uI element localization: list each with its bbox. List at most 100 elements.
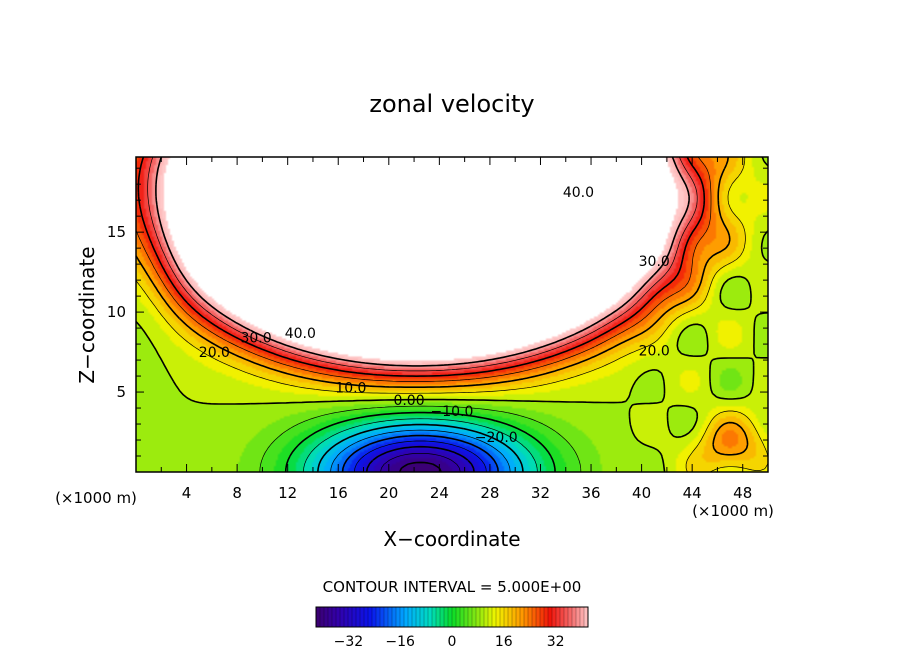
contour-label: 40.0: [563, 185, 594, 201]
colorbar-cell: [479, 606, 485, 628]
contour-label: 0.00: [393, 393, 424, 409]
contour-lines: [135, 156, 769, 473]
contour-line: [259, 405, 582, 473]
colorbar-cell: [339, 606, 345, 628]
colorbar-cell: [543, 606, 549, 628]
colorbar-cell: [367, 606, 373, 628]
contour-line: [354, 440, 487, 473]
colorbar-cell: [403, 606, 409, 628]
x-tick-label: 44: [683, 484, 702, 502]
colorbar-ticks: −32 −16 0 16 32: [334, 634, 565, 650]
colorbar-cell: [399, 606, 405, 628]
colorbar: −32 −16 0 16 32: [315, 606, 589, 650]
contour-line: [284, 411, 556, 473]
colorbar-cell: [319, 606, 325, 628]
colorbar-cell: [555, 606, 561, 628]
contour-labels: 40.0 30.0 40.0 30.0 20.0 20.0 10.0 0.00 −10.0−20…: [199, 185, 670, 446]
colorbar-cell: [503, 606, 509, 628]
colorbar-cell: [559, 606, 565, 628]
colorbar-cell: [531, 606, 537, 628]
contour-label: 10.0: [335, 380, 366, 396]
colorbar-cell: [475, 606, 481, 628]
colorbar-cell: [439, 606, 445, 628]
contour-line: [317, 423, 524, 473]
colorbar-cell: [379, 606, 385, 628]
colorbar-cell: [567, 606, 573, 628]
colorbar-cell: [527, 606, 533, 628]
x-tick-label: 8: [232, 484, 242, 502]
contour-label: 40.0: [285, 326, 316, 342]
colorbar-cell: [335, 606, 341, 628]
colorbar-cell: [483, 606, 489, 628]
colorbar-cell: [323, 606, 329, 628]
colorbar-cell: [411, 606, 417, 628]
colorbar-tick-label: 32: [547, 634, 565, 650]
contour-line: [147, 156, 698, 372]
contour-label: 20.0: [639, 343, 670, 359]
colorbar-cell: [363, 606, 369, 628]
x-axis-label: X−coordinate: [383, 527, 520, 551]
contour-label: 20.0: [199, 345, 230, 361]
contour-label: −20.0: [475, 430, 518, 446]
colorbar-cell: [515, 606, 521, 628]
colorbar-cell: [423, 606, 429, 628]
colorbar-cell: [415, 606, 421, 628]
colorbar-cell: [463, 606, 469, 628]
y-tick-label: 5: [116, 383, 126, 401]
colorbar-cell: [343, 606, 349, 628]
x-unit-right: (×1000 m): [692, 502, 774, 520]
contour-line: [365, 445, 475, 473]
colorbar-cell: [391, 606, 397, 628]
x-tick-label: 12: [278, 484, 297, 502]
colorbar-cell: [491, 606, 497, 628]
x-tick-label: 16: [329, 484, 348, 502]
contour-line: [135, 156, 769, 473]
y-axis-label: Z−coordinate: [75, 246, 99, 383]
colorbar-cell: [519, 606, 525, 628]
colorbar-cell: [547, 606, 553, 628]
chart-title: zonal velocity: [369, 90, 534, 118]
x-axis: 4 8 12 16 20 24 28 32 36 40 44 48: [160, 157, 752, 502]
colorbar-cell: [455, 606, 461, 628]
colorbar-cell: [347, 606, 353, 628]
colorbar-cell: [535, 606, 541, 628]
colorbar-cell: [431, 606, 437, 628]
colorbar-cell: [315, 606, 321, 628]
y-tick-label: 15: [107, 223, 126, 241]
contour-line: [135, 156, 749, 456]
contour-line: [398, 461, 442, 473]
heatmap-field: [136, 157, 768, 472]
colorbar-cell: [443, 606, 449, 628]
contour-line: [135, 156, 769, 473]
colorbar-cell: [523, 606, 529, 628]
colorbar-tick-label: −32: [334, 634, 364, 650]
colorbar-cell: [351, 606, 357, 628]
contour-line: [137, 156, 706, 377]
plot-area: 40.0 30.0 40.0 30.0 20.0 20.0 10.0 0.00 −10.0−20…: [135, 156, 769, 473]
colorbar-cell: [427, 606, 433, 628]
contour-label: −10.0: [431, 404, 474, 420]
contour-line: [380, 452, 461, 473]
colorbar-cell: [359, 606, 365, 628]
colorbar-cell: [511, 606, 517, 628]
contour-line: [330, 429, 511, 473]
x-tick-label: 20: [379, 484, 398, 502]
x-unit-left: (×1000 m): [55, 489, 137, 507]
colorbar-cell: [467, 606, 473, 628]
colorbar-cell: [407, 606, 413, 628]
colorbar-cell: [419, 606, 425, 628]
colorbar-cell: [487, 606, 493, 628]
x-tick-label: 32: [531, 484, 550, 502]
x-tick-label: 24: [430, 484, 449, 502]
colorbar-cell: [395, 606, 401, 628]
colorbar-cell: [383, 606, 389, 628]
x-tick-label: 36: [581, 484, 600, 502]
contour-line: [135, 156, 712, 382]
colorbar-cell: [371, 606, 377, 628]
colorbar-cell: [495, 606, 501, 628]
colorbar-cell: [451, 606, 457, 628]
colorbar-cell: [507, 606, 513, 628]
colorbar-frame: [315, 606, 589, 628]
